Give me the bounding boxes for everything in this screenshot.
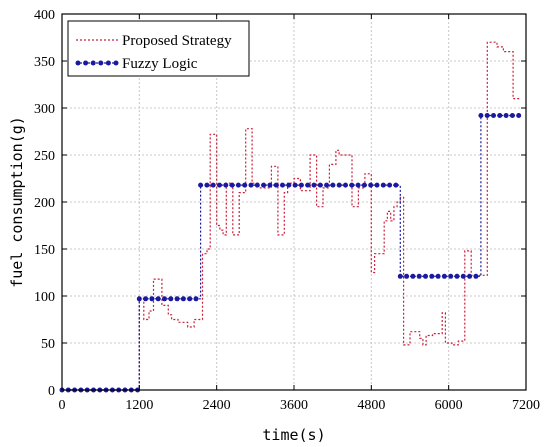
series-point-fuzzy-logic	[174, 296, 180, 302]
series-point-fuzzy-logic	[198, 182, 204, 188]
series-point-fuzzy-logic	[484, 113, 490, 118]
series-point-fuzzy-logic	[435, 273, 441, 279]
series-point-fuzzy-logic	[168, 296, 174, 302]
series-point-fuzzy-logic	[143, 296, 149, 302]
series-point-fuzzy-logic	[223, 182, 229, 188]
x-tick-label: 6000	[435, 398, 463, 413]
series-point-fuzzy-logic	[349, 182, 355, 188]
legend-marker-fuzzy-logic	[75, 60, 81, 66]
series-point-fuzzy-logic	[254, 182, 260, 188]
legend-markers-fuzzy-logic	[75, 60, 119, 66]
x-tick-label: 0	[59, 398, 66, 413]
series-point-fuzzy-logic	[491, 113, 496, 118]
series-point-fuzzy-logic	[516, 113, 522, 118]
series-point-fuzzy-logic	[242, 182, 248, 188]
series-point-fuzzy-logic	[361, 182, 367, 188]
legend-marker-fuzzy-logic	[90, 60, 96, 66]
series-point-fuzzy-logic	[187, 296, 193, 302]
series-point-fuzzy-logic	[467, 273, 473, 279]
series-point-fuzzy-logic	[410, 273, 416, 279]
x-tick-label: 2400	[203, 398, 231, 413]
series-point-fuzzy-logic	[267, 182, 273, 188]
series-point-fuzzy-logic	[235, 182, 241, 188]
series-point-fuzzy-logic	[317, 182, 323, 188]
y-tick-label: 350	[34, 55, 55, 70]
y-tick-label: 0	[48, 384, 55, 399]
legend-label-proposed-strategy: Proposed Strategy	[122, 33, 232, 49]
y-tick-label: 150	[34, 243, 55, 258]
x-tick-label: 7200	[512, 398, 540, 413]
series-point-fuzzy-logic	[393, 182, 399, 188]
series-point-fuzzy-logic	[305, 182, 311, 188]
x-tick-label: 4800	[357, 398, 385, 413]
legend-label-fuzzy-logic: Fuzzy Logic	[122, 56, 198, 72]
series-point-fuzzy-logic	[423, 273, 428, 279]
series-point-fuzzy-logic	[429, 273, 435, 279]
y-tick-label: 250	[34, 149, 55, 164]
series-point-fuzzy-logic	[155, 296, 161, 302]
series-point-fuzzy-logic	[473, 273, 479, 279]
legend-marker-fuzzy-logic	[83, 60, 89, 66]
series-point-fuzzy-logic	[298, 182, 304, 188]
series-point-fuzzy-logic	[261, 182, 267, 188]
legend-marker-fuzzy-logic	[98, 60, 104, 66]
series-point-fuzzy-logic	[162, 296, 167, 302]
series-point-fuzzy-logic	[343, 182, 348, 188]
legend-box	[67, 20, 250, 77]
series-point-fuzzy-logic	[397, 273, 403, 279]
series-point-fuzzy-logic	[324, 182, 330, 188]
series-point-fuzzy-logic	[454, 273, 460, 279]
series-point-fuzzy-logic	[180, 296, 186, 302]
series-point-fuzzy-logic	[478, 113, 484, 118]
series-point-fuzzy-logic	[204, 182, 210, 188]
series-point-fuzzy-logic	[441, 273, 447, 279]
series-point-fuzzy-logic	[210, 182, 216, 188]
series-point-fuzzy-logic	[286, 182, 292, 188]
series-point-fuzzy-logic	[330, 182, 336, 188]
y-tick-label: 400	[34, 8, 55, 23]
y-axis-title: fuel consumption(g)	[8, 116, 26, 288]
series-point-fuzzy-logic	[217, 182, 222, 188]
series-point-fuzzy-logic	[229, 182, 235, 188]
x-tick-label: 3600	[280, 398, 308, 413]
y-tick-label: 300	[34, 102, 55, 117]
series-point-fuzzy-logic	[292, 182, 298, 188]
grid-lines	[62, 14, 526, 390]
axis-ticks	[61, 13, 527, 391]
y-tick-label: 200	[34, 196, 55, 211]
series-point-fuzzy-logic	[336, 182, 342, 188]
series-point-fuzzy-logic	[136, 296, 142, 302]
legend-marker-fuzzy-logic	[113, 60, 119, 66]
series-point-fuzzy-logic	[193, 296, 199, 302]
series-point-fuzzy-logic	[380, 182, 386, 188]
series-point-fuzzy-logic	[448, 273, 454, 279]
x-tick-label: 1200	[125, 398, 153, 413]
y-tick-label: 50	[41, 337, 55, 352]
legend-marker-fuzzy-logic	[105, 60, 111, 66]
legend: Proposed Strategy Fuzzy Logic	[67, 20, 250, 77]
series-point-fuzzy-logic	[280, 182, 285, 188]
series-point-fuzzy-logic	[248, 182, 254, 188]
series-point-fuzzy-logic	[368, 182, 374, 188]
series-point-fuzzy-logic	[355, 182, 361, 188]
series-layer	[59, 41, 522, 393]
series-point-fuzzy-logic	[404, 273, 410, 279]
series-point-fuzzy-logic	[460, 273, 466, 279]
series-point-fuzzy-logic	[416, 273, 422, 279]
series-point-fuzzy-logic	[497, 113, 503, 118]
series-point-fuzzy-logic	[374, 182, 380, 188]
series-point-fuzzy-logic	[311, 182, 317, 188]
x-axis-title: time(s)	[262, 426, 325, 444]
series-point-fuzzy-logic	[509, 113, 515, 118]
series-point-fuzzy-logic	[149, 296, 155, 302]
series-line-proposed-strategy	[62, 41, 520, 391]
series-line-fuzzy-logic	[62, 114, 520, 391]
series-point-fuzzy-logic	[273, 182, 279, 188]
series-point-fuzzy-logic	[503, 113, 509, 118]
y-tick-label: 100	[34, 290, 55, 305]
series-point-fuzzy-logic	[387, 182, 393, 188]
tick-labels: 0 1200 2400 3600 4800 6000 7200 0 50 100 150 200 250…	[34, 8, 540, 413]
